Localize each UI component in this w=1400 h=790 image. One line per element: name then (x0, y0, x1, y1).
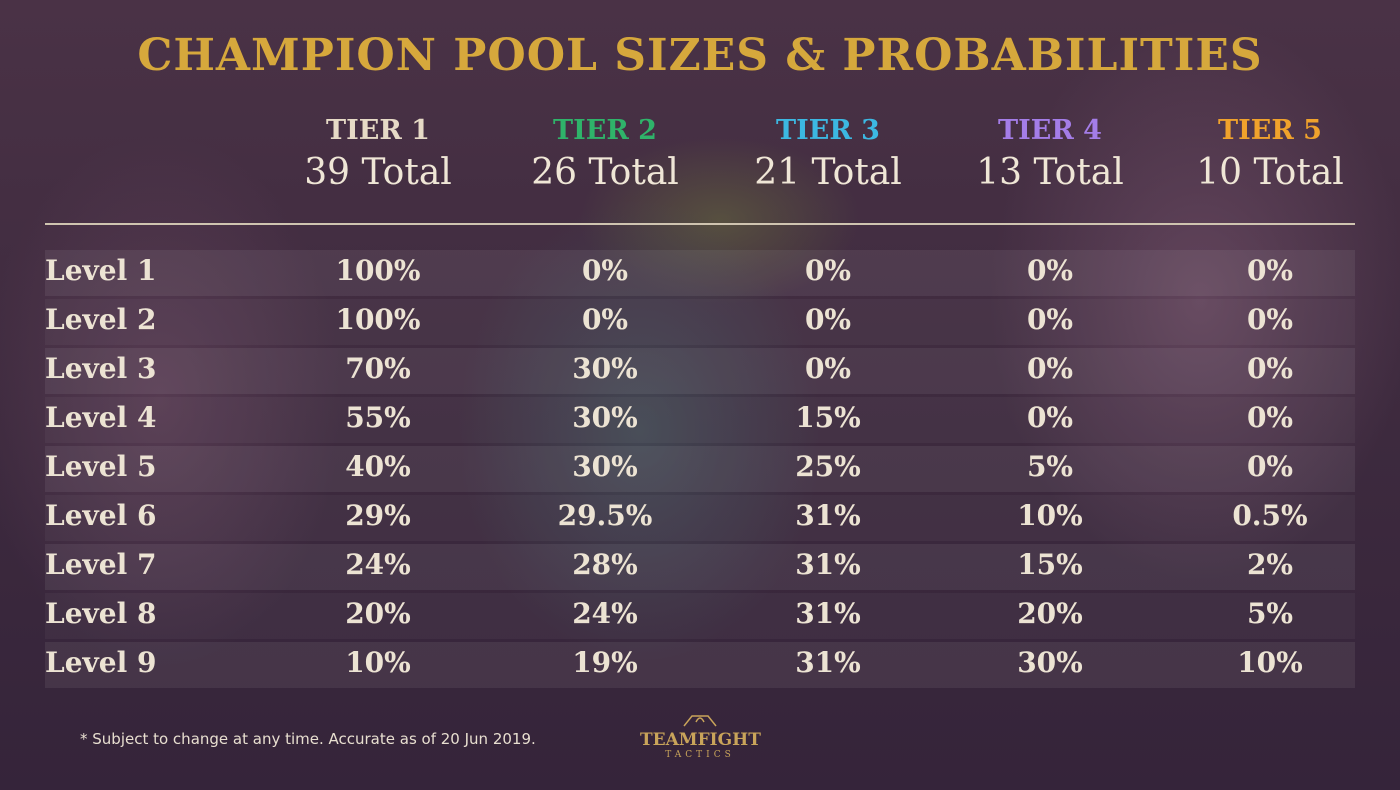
cell: 31% (795, 548, 861, 581)
row-band (45, 593, 1355, 639)
cell: 0% (1026, 303, 1074, 336)
cell: 29% (345, 499, 411, 532)
tier-total: 13 Total (976, 152, 1124, 193)
cell: 30% (1017, 646, 1083, 679)
tier-total: 21 Total (754, 152, 902, 193)
cell: 10% (1237, 646, 1303, 679)
tier-header: TIER 3 (776, 115, 880, 146)
cell: 20% (345, 597, 411, 630)
cell: 0% (1246, 303, 1294, 336)
tier-header: TIER 4 (998, 115, 1102, 146)
cell: 0% (1246, 401, 1294, 434)
tier-total: 39 Total (304, 152, 452, 193)
row-label: Level 1 (45, 254, 157, 287)
cell: 0% (1026, 352, 1074, 385)
cell: 100% (335, 254, 421, 287)
cell: 15% (1017, 548, 1083, 581)
cell: 19% (572, 646, 638, 679)
cell: 10% (345, 646, 411, 679)
cell: 55% (345, 401, 411, 434)
cell: 0% (1026, 254, 1074, 287)
cell: 0% (804, 352, 852, 385)
row-label: Level 5 (45, 450, 157, 483)
tier-total: 10 Total (1196, 152, 1344, 193)
cell: 0% (804, 254, 852, 287)
cell: 5% (1246, 597, 1294, 630)
cell: 25% (795, 450, 861, 483)
cell: 24% (572, 597, 638, 630)
tier-header: TIER 2 (553, 115, 657, 146)
row-band (45, 299, 1355, 345)
cell: 28% (572, 548, 638, 581)
cell: 10% (1017, 499, 1083, 532)
cell: 0% (804, 303, 852, 336)
row-label: Level 6 (45, 499, 157, 532)
cell: 2% (1246, 548, 1294, 581)
tier-header: TIER 1 (326, 115, 430, 146)
cell: 0% (1246, 450, 1294, 483)
row-label: Level 9 (45, 646, 157, 679)
cell: 5% (1026, 450, 1074, 483)
row-band (45, 348, 1355, 394)
cell: 30% (572, 401, 638, 434)
cell: 20% (1017, 597, 1083, 630)
row-label: Level 4 (45, 401, 157, 434)
row-band (45, 544, 1355, 590)
cell: 31% (795, 646, 861, 679)
row-band (45, 250, 1355, 296)
cell: 31% (795, 499, 861, 532)
divider (45, 223, 1355, 225)
row-band (45, 397, 1355, 443)
row-band (45, 446, 1355, 492)
cell: 30% (572, 352, 638, 385)
logo-name: TEAMFIGHT (640, 730, 761, 750)
cell: 30% (572, 450, 638, 483)
cell: 0.5% (1232, 499, 1308, 532)
row-band (45, 642, 1355, 688)
cell: 0% (581, 254, 629, 287)
cell: 0% (1026, 401, 1074, 434)
cell: 0% (1246, 352, 1294, 385)
cell: 24% (345, 548, 411, 581)
cell: 70% (345, 352, 411, 385)
row-label: Level 3 (45, 352, 157, 385)
cell: 31% (795, 597, 861, 630)
cell: 15% (795, 401, 861, 434)
logo: TEAMFIGHT TACTICS (640, 710, 761, 760)
row-label: Level 7 (45, 548, 157, 581)
row-band (45, 495, 1355, 541)
title: CHAMPION POOL SIZES & PROBABILITIES (137, 30, 1263, 81)
row-label: Level 8 (45, 597, 157, 630)
logo-subtitle: TACTICS (665, 750, 735, 760)
cell: 29.5% (557, 499, 653, 532)
row-label: Level 2 (45, 303, 157, 336)
tier-total: 26 Total (531, 152, 679, 193)
footnote: * Subject to change at any time. Accurat… (80, 730, 536, 748)
cell: 40% (345, 450, 411, 483)
logo-icon (683, 715, 717, 727)
cell: 0% (1246, 254, 1294, 287)
cell: 100% (335, 303, 421, 336)
tier-header: TIER 5 (1218, 115, 1322, 146)
cell: 0% (581, 303, 629, 336)
